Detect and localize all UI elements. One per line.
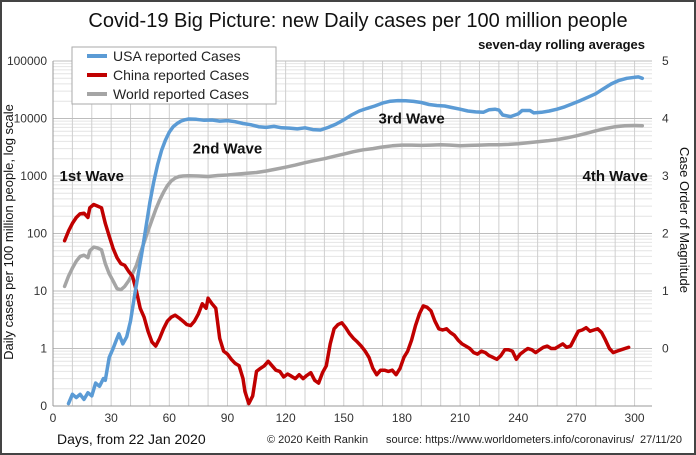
x-tick-label: 210: [450, 411, 470, 425]
y-tick-label: 1: [40, 342, 47, 356]
y2-tick-label: 3: [662, 169, 669, 183]
source-text: source: https://www.worldometers.info/co…: [386, 434, 635, 446]
annotations: 1st Wave 2nd Wave 3rd Wave 4th Wave: [60, 111, 648, 186]
wave-annotation: 4th Wave: [583, 168, 648, 185]
y2-tick-label: 5: [662, 54, 669, 68]
x-axis-label: Days, from 22 Jan 2020: [57, 431, 206, 447]
y2-axis-ticks: 5 4 3 2 1 0: [662, 54, 669, 356]
y-tick-label: 1000: [20, 169, 47, 183]
chart-title: Covid-19 Big Picture: new Daily cases pe…: [88, 10, 627, 32]
wave-annotation: 3rd Wave: [379, 111, 445, 128]
wave-annotation: 2nd Wave: [193, 141, 262, 158]
y2-tick-label: 0: [662, 342, 669, 356]
china-cases-line: [62, 202, 631, 406]
x-tick-label: 240: [508, 411, 528, 425]
legend-label-usa: USA reported Cases: [113, 48, 241, 64]
legend: USA reported Cases China reported Cases …: [71, 46, 277, 105]
world-cases-line: [62, 123, 645, 292]
legend-label-world: World reported Cases: [113, 86, 249, 102]
x-tick-label: 150: [334, 411, 354, 425]
x-tick-label: 180: [392, 411, 412, 425]
chart-subtitle: seven-day rolling averages: [478, 37, 645, 52]
x-tick-label: 0: [50, 411, 57, 425]
y-axis-label: Daily cases per 100 million people, log …: [1, 104, 16, 360]
x-tick-label: 270: [566, 411, 586, 425]
y2-tick-label: 2: [662, 227, 669, 241]
series-group: [62, 75, 645, 406]
y-tick-label: 10000: [14, 112, 48, 126]
usa-cases-line: [66, 75, 645, 406]
date-text: 27/11/20: [640, 434, 682, 446]
copyright-text: © 2020 Keith Rankin: [267, 434, 368, 446]
x-tick-label: 300: [625, 411, 645, 425]
x-tick-label: 120: [276, 411, 296, 425]
y2-tick-label: 4: [662, 112, 669, 126]
x-tick-label: 60: [163, 411, 177, 425]
legend-label-china: China reported Cases: [113, 67, 249, 83]
y2-axis-label: Case Order of Magnitude: [677, 147, 692, 293]
y-tick-label: 100: [27, 227, 47, 241]
x-axis-ticks: 0 30 60 90 120 150 180 210 240 270 300: [50, 411, 645, 425]
x-tick-label: 30: [104, 411, 118, 425]
y-tick-label: 10: [34, 284, 48, 298]
y-tick-label: 100000: [7, 54, 47, 68]
y-tick-label: 0: [40, 399, 47, 413]
wave-annotation: 1st Wave: [60, 168, 124, 185]
x-tick-label: 90: [221, 411, 235, 425]
y2-tick-label: 1: [662, 284, 669, 298]
